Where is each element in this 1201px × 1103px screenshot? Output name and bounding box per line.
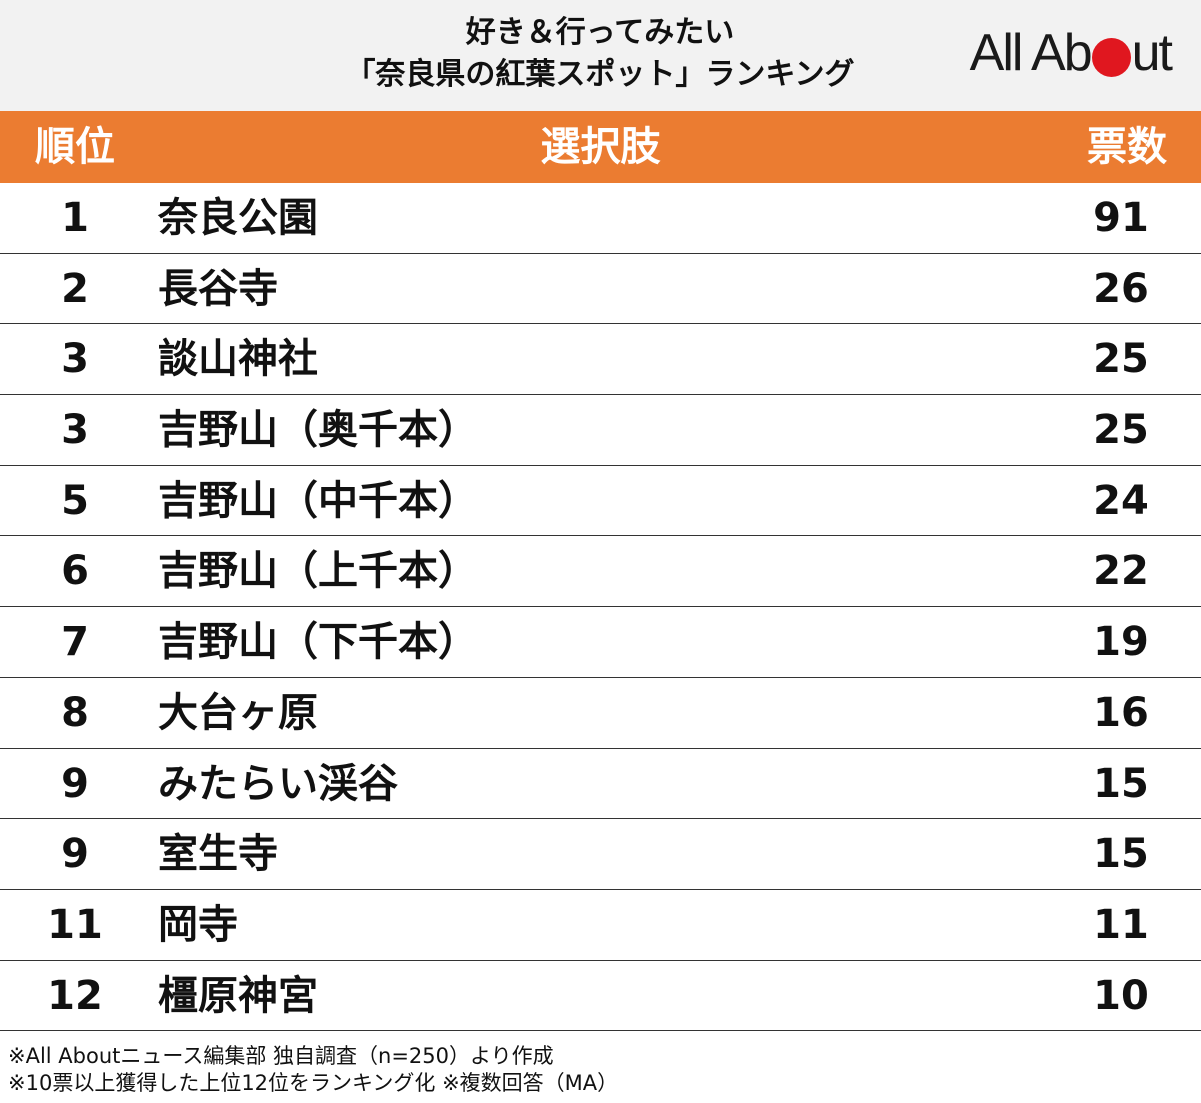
row-choice: 奈良公園 xyxy=(158,195,318,241)
title-line-2: 「奈良県の紅葉スポット」ランキング xyxy=(345,57,855,92)
column-header-votes: 票数 xyxy=(1087,124,1167,170)
table-row: 3 吉野山（奥千本） 25 xyxy=(0,395,1201,466)
table-body: 1 奈良公園 91 2 長谷寺 26 3 談山神社 25 3 吉野山（奥千本） 25 5 吉野山（中千本）… xyxy=(0,183,1201,1032)
logo-text-right: ut xyxy=(1131,24,1173,82)
table-row: 6 吉野山（上千本） 22 xyxy=(0,536,1201,608)
row-choice: 岡寺 xyxy=(158,901,238,948)
row-votes: 19 xyxy=(1093,619,1149,666)
row-votes: 25 xyxy=(1093,407,1149,454)
row-choice: 吉野山（上千本） xyxy=(158,548,478,595)
row-rank: 7 xyxy=(61,619,89,666)
footnote-1: ※All Aboutニュース編集部 独自調査（n=250）より作成 xyxy=(8,1044,554,1068)
row-rank: 6 xyxy=(61,548,89,595)
table-row: 1 奈良公園 91 xyxy=(0,183,1201,254)
row-votes: 10 xyxy=(1093,972,1149,1019)
row-rank: 8 xyxy=(61,689,89,736)
logo-text-left: All Ab xyxy=(969,24,1093,82)
table-row: 9 みたらい渓谷 15 xyxy=(0,749,1201,820)
row-rank: 2 xyxy=(61,265,89,312)
row-votes: 91 xyxy=(1093,195,1149,241)
row-choice: みたらい渓谷 xyxy=(158,760,398,807)
row-votes: 11 xyxy=(1093,901,1149,948)
row-votes: 15 xyxy=(1093,760,1149,807)
row-choice: 室生寺 xyxy=(158,831,278,878)
row-rank: 12 xyxy=(47,972,103,1019)
table-row: 7 吉野山（下千本） 19 xyxy=(0,607,1201,678)
row-rank: 9 xyxy=(61,831,89,878)
column-header-rank: 順位 xyxy=(35,124,115,170)
row-votes: 25 xyxy=(1093,336,1149,383)
table-row: 11 岡寺 11 xyxy=(0,890,1201,961)
row-rank: 5 xyxy=(61,477,89,524)
row-choice: 大台ヶ原 xyxy=(158,689,318,736)
table-header: 選択肢 順位 票数 xyxy=(0,111,1201,183)
row-choice: 吉野山（奥千本） xyxy=(158,407,478,454)
row-votes: 15 xyxy=(1093,831,1149,878)
row-choice: 長谷寺 xyxy=(158,265,278,312)
row-votes: 26 xyxy=(1093,265,1149,312)
row-choice: 談山神社 xyxy=(158,336,318,383)
footnote-2: ※10票以上獲得した上位12位をランキング化 ※複数回答（MA） xyxy=(8,1071,619,1095)
row-votes: 16 xyxy=(1093,689,1149,736)
logo-red-dot-icon xyxy=(1091,37,1131,77)
row-votes: 24 xyxy=(1093,477,1149,524)
row-rank: 9 xyxy=(61,760,89,807)
table-row: 9 室生寺 15 xyxy=(0,819,1201,890)
table-row: 8 大台ヶ原 16 xyxy=(0,678,1201,749)
title-banner: 好き＆行ってみたい 「奈良県の紅葉スポット」ランキング All Ab ut xyxy=(0,0,1201,111)
row-rank: 1 xyxy=(61,195,89,241)
row-choice: 吉野山（中千本） xyxy=(158,477,478,524)
allabout-logo: All Ab ut xyxy=(969,24,1173,82)
title-line-1: 好き＆行ってみたい xyxy=(465,15,735,50)
chart-title: 好き＆行ってみたい 「奈良県の紅葉スポット」ランキング xyxy=(180,12,1020,96)
table-row: 5 吉野山（中千本） 24 xyxy=(0,466,1201,537)
row-votes: 22 xyxy=(1093,548,1149,595)
row-choice: 橿原神宮 xyxy=(158,972,318,1019)
table-row: 12 橿原神宮 10 xyxy=(0,961,1201,1032)
row-rank: 3 xyxy=(61,407,89,454)
footnotes: ※All Aboutニュース編集部 独自調査（n=250）より作成 ※10票以上… xyxy=(8,1043,618,1097)
table-row: 3 談山神社 25 xyxy=(0,324,1201,396)
row-choice: 吉野山（下千本） xyxy=(158,619,478,666)
row-rank: 3 xyxy=(61,336,89,383)
column-header-choice: 選択肢 xyxy=(540,124,661,170)
table-row: 2 長谷寺 26 xyxy=(0,254,1201,325)
row-rank: 11 xyxy=(47,901,103,948)
